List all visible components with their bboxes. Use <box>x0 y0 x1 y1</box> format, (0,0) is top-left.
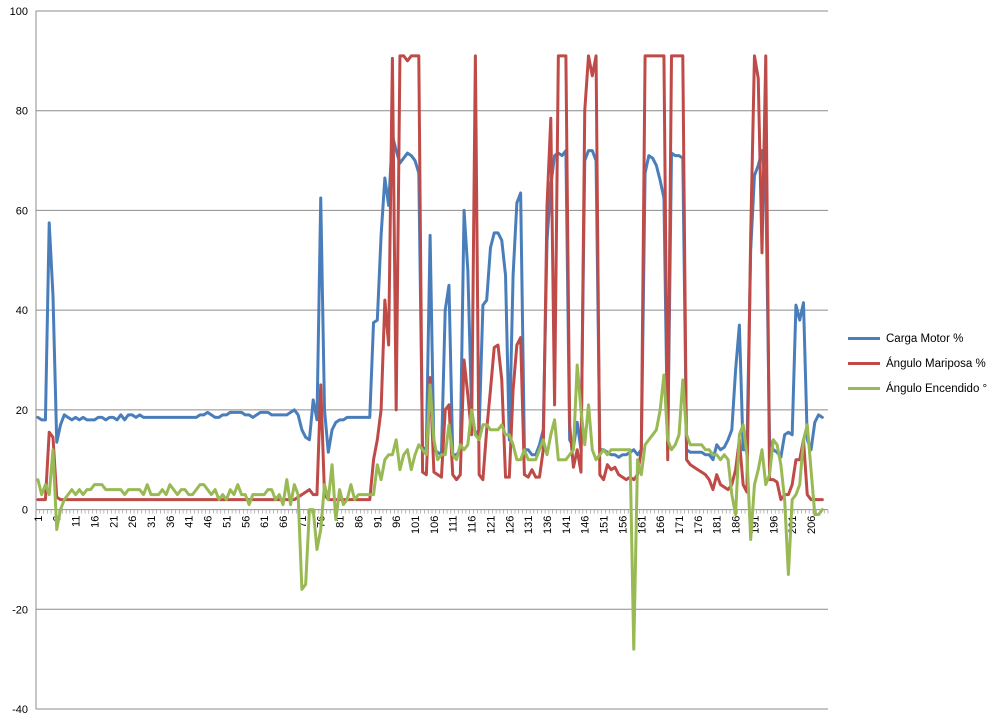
x-tick-label: 141 <box>561 516 573 534</box>
y-tick-label: 80 <box>16 106 28 118</box>
x-tick-label: 1 <box>33 516 45 522</box>
x-tick-label: 21 <box>108 516 120 528</box>
y-tick-label: 0 <box>22 505 28 517</box>
x-tick-label: 41 <box>184 516 196 528</box>
x-tick-label: 106 <box>429 516 441 534</box>
x-tick-label: 121 <box>485 516 497 534</box>
y-tick-label: -20 <box>12 604 28 616</box>
legend-swatch-carga-motor <box>848 337 880 340</box>
legend-label-angulo-mariposa: Ángulo Mariposa % <box>886 357 986 370</box>
x-tick-label: 161 <box>636 516 648 534</box>
y-tick-label: 100 <box>10 6 28 18</box>
x-tick-label: 86 <box>353 516 365 528</box>
legend-label-carga-motor: Carga Motor % <box>886 332 964 345</box>
x-tick-label: 196 <box>768 516 780 534</box>
series-line-carga-motor <box>36 134 824 462</box>
legend-item-angulo-mariposa: Ángulo Mariposa % <box>848 351 987 376</box>
legend-swatch-angulo-mariposa <box>848 362 880 365</box>
x-tick-label: 166 <box>655 516 667 534</box>
x-tick-label: 146 <box>580 516 592 534</box>
x-tick-label: 81 <box>335 516 347 528</box>
x-tick-label: 136 <box>542 516 554 534</box>
x-tick-label: 171 <box>674 516 686 534</box>
x-tick-label: 126 <box>504 516 516 534</box>
x-tick-label: 61 <box>259 516 271 528</box>
x-tick-label: 201 <box>787 516 799 534</box>
legend-label-angulo-encendido: Ángulo Encendido ° <box>886 382 988 395</box>
y-tick-label: 60 <box>16 205 28 217</box>
x-tick-label: 31 <box>146 516 158 528</box>
x-tick-label: 36 <box>165 516 177 528</box>
x-tick-label: 131 <box>523 516 535 534</box>
series-lines <box>36 54 824 651</box>
x-tick-label: 11 <box>71 516 83 527</box>
y-tick-label: -40 <box>12 704 28 716</box>
x-tick-label: 116 <box>467 516 479 534</box>
x-tick-label: 156 <box>617 516 629 534</box>
x-tick-label: 56 <box>240 516 252 528</box>
x-tick-label: 26 <box>127 516 139 528</box>
x-tick-label: 46 <box>203 516 215 528</box>
legend-swatch-angulo-encendido <box>848 387 880 390</box>
x-tick-label: 96 <box>391 516 403 528</box>
x-tick-label: 66 <box>278 516 290 528</box>
x-tick-label: 91 <box>372 516 384 528</box>
x-tick-label: 151 <box>599 516 611 534</box>
y-tick-label: 40 <box>16 305 28 317</box>
x-tick-label: 181 <box>712 516 724 534</box>
x-tick-label: 111 <box>448 516 460 533</box>
legend: Carga Motor % Ángulo Mariposa % Ángulo E… <box>848 326 987 401</box>
x-tick-label: 206 <box>806 516 818 534</box>
x-tick-label: 186 <box>731 516 743 534</box>
x-tick-label: 101 <box>410 516 422 534</box>
x-tick-label: 51 <box>221 516 233 528</box>
series-line-angulo-mariposa <box>36 54 824 502</box>
y-tick-label: 20 <box>16 405 28 417</box>
legend-item-carga-motor: Carga Motor % <box>848 326 987 351</box>
series-line-angulo-encendido <box>36 363 824 651</box>
x-tick-label: 16 <box>89 516 101 528</box>
legend-item-angulo-encendido: Ángulo Encendido ° <box>848 376 987 401</box>
x-tick-label: 176 <box>693 516 705 534</box>
